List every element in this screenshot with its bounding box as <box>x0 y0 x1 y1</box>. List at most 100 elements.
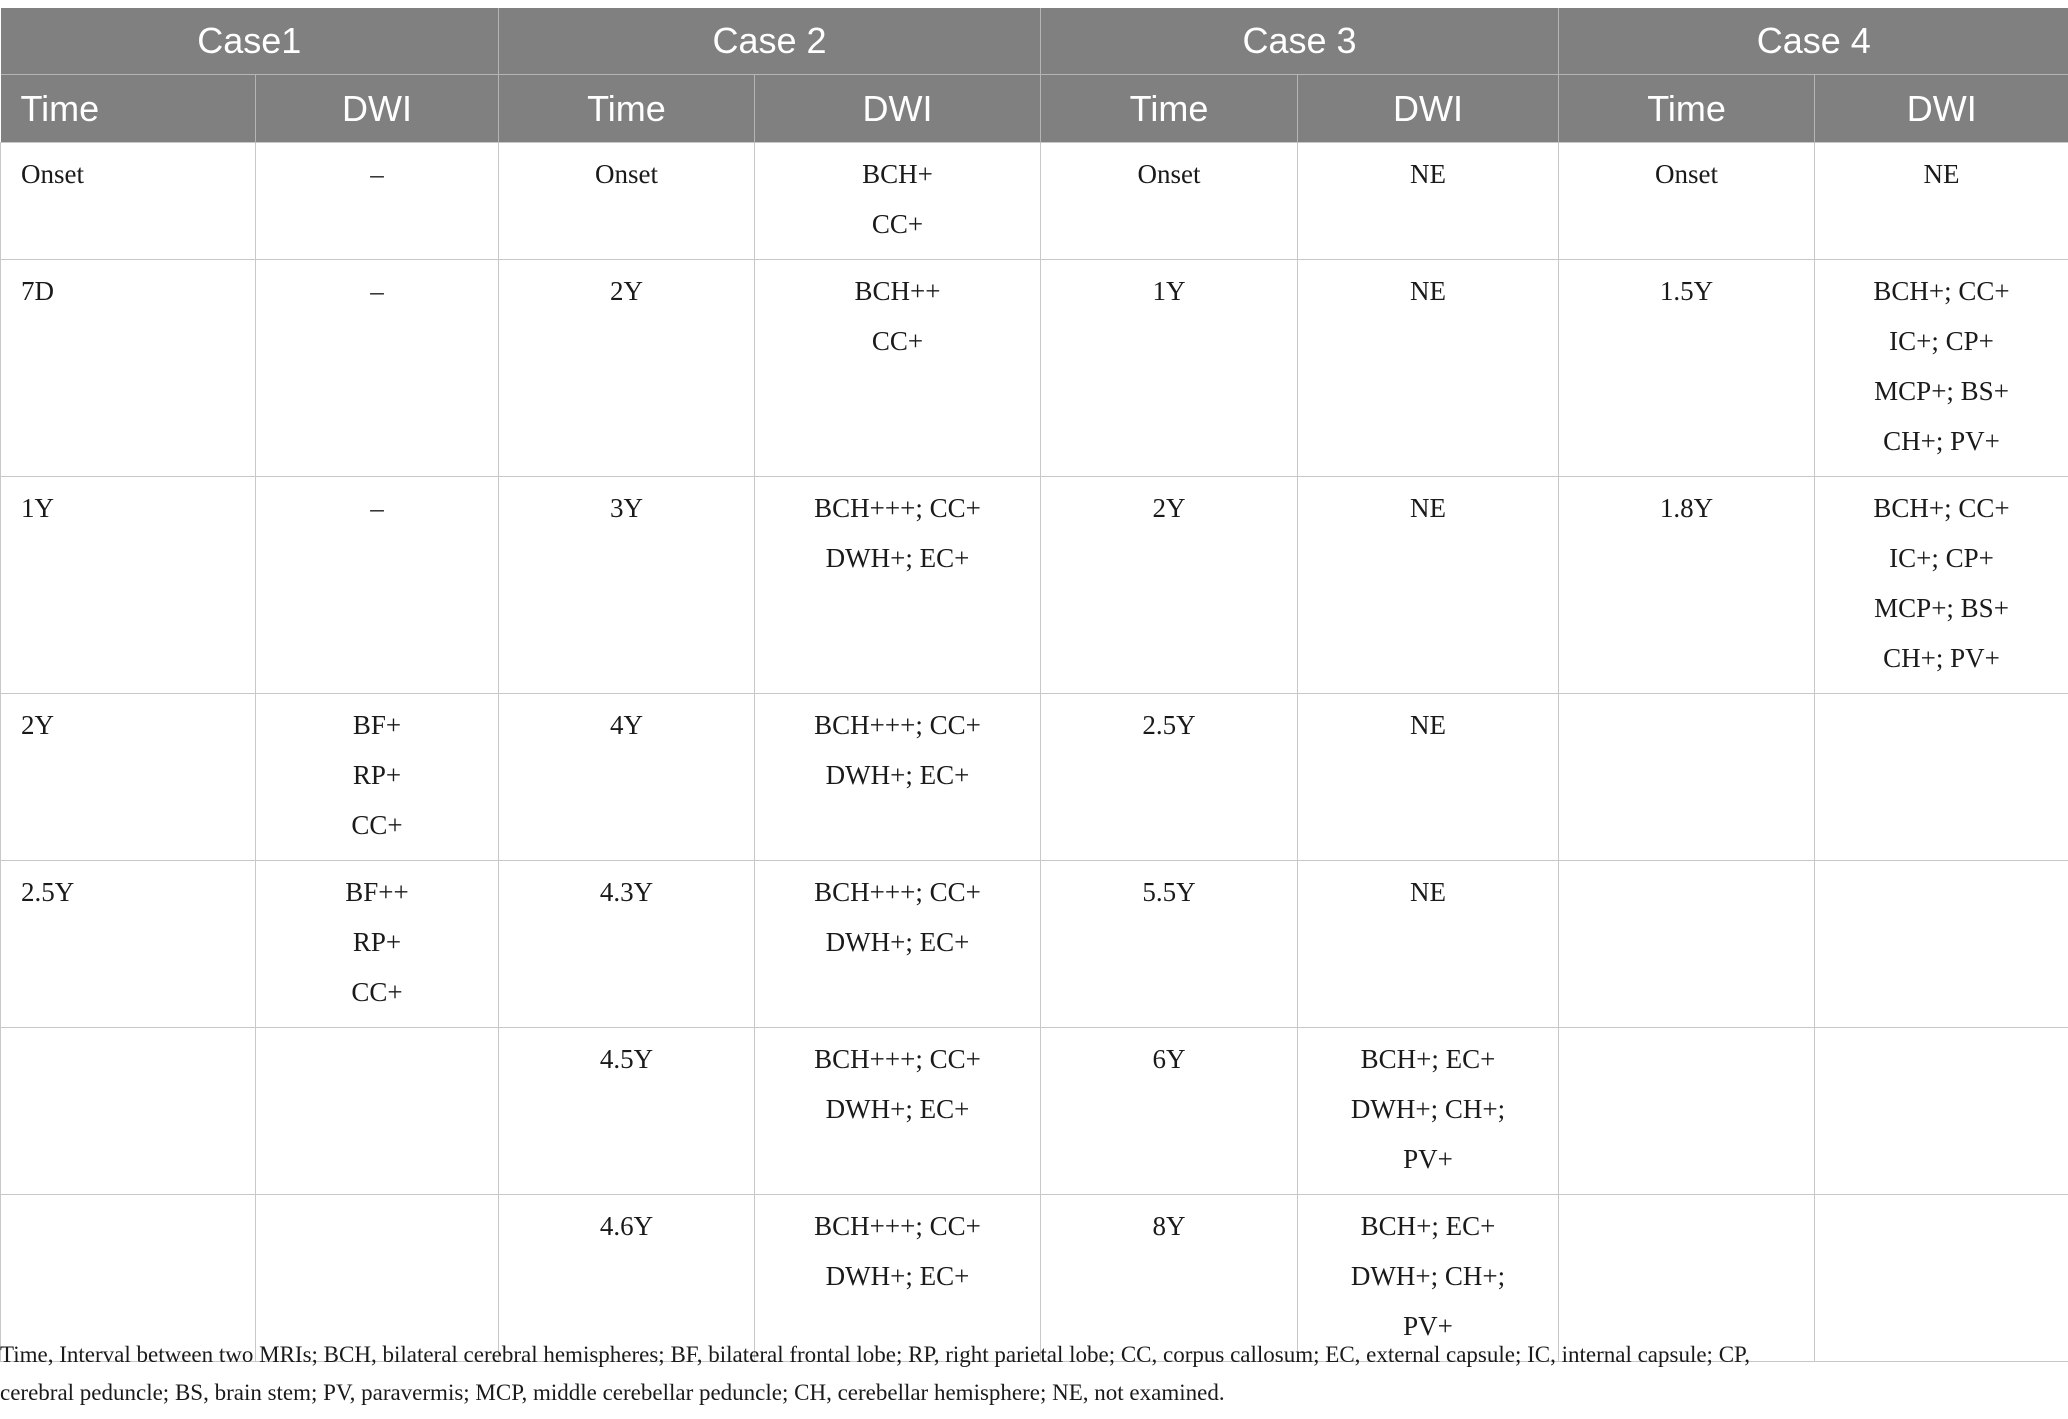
case-2-time-cell: 2Y <box>498 259 755 477</box>
cell-text: BCH+++; CC+ <box>814 710 981 740</box>
cell-text: Onset <box>1655 159 1719 189</box>
table-row: 7D – 2Y BCH++ CC+ 1Y NE 1.5Y BCH+; CC+ IC+; CP+ MC… <box>0 259 2068 477</box>
cell-text: BCH+; EC+ <box>1360 1044 1496 1074</box>
case-3-header: Case 3 <box>1040 8 1560 75</box>
case-3-dwi-cell: NE <box>1297 142 1560 260</box>
mri-dwi-table: Case1 Case 2 Case 3 Case 4 Time DWI Time… <box>0 8 2068 1362</box>
case-3-dwi-cell: NE <box>1297 693 1560 861</box>
cell-text: – <box>370 159 384 189</box>
case-4-dwi-cell: BCH+; CC+ IC+; CP+ MCP+; BS+ CH+; PV+ <box>1814 259 2068 477</box>
footnote-line: cerebral peduncle; BS, brain stem; PV, p… <box>0 1380 1225 1405</box>
cell-text: BCH+++; CC+ <box>814 877 981 907</box>
cell-text: BF++ <box>345 877 409 907</box>
cell-text: PV+ <box>1403 1311 1453 1341</box>
case-2-dwi-cell: BCH+++; CC+ DWH+; EC+ <box>753 693 1042 861</box>
case-4-dwi-cell <box>1814 693 2068 861</box>
cell-text: 4Y <box>610 710 643 740</box>
cell-text: MCP+; BS+ <box>1874 593 2009 623</box>
cell-text: DWH+; EC+ <box>825 927 970 957</box>
case-4-dwi-cell: NE <box>1814 142 2068 260</box>
case-2-dwi-cell: BCH+++; CC+ DWH+; EC+ <box>753 1194 1042 1362</box>
cell-text: Onset <box>1137 159 1201 189</box>
case-2-time-header: Time <box>498 74 755 143</box>
cell-text: MCP+; BS+ <box>1874 376 2009 406</box>
cell-text: CC+ <box>871 326 924 356</box>
case-3-dwi-cell: BCH+; EC+ DWH+; CH+; PV+ <box>1297 1027 1560 1195</box>
case-4-dwi-cell <box>1814 1194 2068 1362</box>
table-footnote: Time, Interval between two MRIs; BCH, bi… <box>0 1336 2050 1412</box>
case-4-time-cell <box>1558 1027 1816 1195</box>
case-1-dwi-cell <box>255 1194 499 1362</box>
cell-text: 6Y <box>1152 1044 1186 1074</box>
cell-text: DWH+; CH+; <box>1350 1094 1506 1124</box>
case-1-time-cell: 2.5Y <box>0 860 256 1028</box>
cell-text: 4.5Y <box>599 1044 654 1074</box>
case-1-dwi-header: DWI <box>255 74 499 143</box>
cell-text: NE <box>1410 710 1447 740</box>
case-2-time-cell: Onset <box>498 142 755 260</box>
cell-text: NE <box>1410 877 1447 907</box>
cell-text: RP+ <box>352 927 402 957</box>
cell-text: 2Y <box>610 276 643 306</box>
case-2-dwi-cell: BCH+++; CC+ DWH+; EC+ <box>753 1027 1042 1195</box>
cell-text: BCH+++; CC+ <box>814 493 981 523</box>
case-1-time-cell: 7D <box>0 259 256 477</box>
cell-text: 4.3Y <box>599 877 654 907</box>
case-3-dwi-cell: NE <box>1297 860 1560 1028</box>
footnote-line: Time, Interval between two MRIs; BCH, bi… <box>0 1342 1751 1367</box>
case-1-time-cell: 2Y <box>0 693 256 861</box>
cell-text: CH+; PV+ <box>1883 426 2000 456</box>
cell-text: BCH+++; CC+ <box>814 1211 981 1241</box>
table-row: 4.5Y BCH+++; CC+ DWH+; EC+ 6Y BCH+; EC+ DWH+;… <box>0 1027 2068 1195</box>
table-row: Onset – Onset BCH+ CC+ Onset NE Onset NE <box>0 142 2068 260</box>
case-4-dwi-cell: BCH+; CC+ IC+; CP+ MCP+; BS+ CH+; PV+ <box>1814 476 2068 694</box>
cell-text: DWH+; EC+ <box>825 1094 970 1124</box>
case-1-dwi-cell: – <box>255 476 499 694</box>
table-row: 2.5Y BF++ RP+ CC+ 4.3Y BCH+++; CC+ DWH+; EC+ 5.… <box>0 860 2068 1028</box>
cell-text: 2Y <box>21 710 54 740</box>
case-4-time-cell <box>1558 1194 1816 1362</box>
case-3-time-cell: Onset <box>1040 142 1299 260</box>
case-3-time-cell: 6Y <box>1040 1027 1299 1195</box>
cell-text: – <box>370 276 384 306</box>
case-4-time-cell <box>1558 693 1816 861</box>
table-body: Onset – Onset BCH+ CC+ Onset NE Onset NE 7D – 2Y BC… <box>0 142 2068 1362</box>
case-4-time-cell: Onset <box>1558 142 1816 260</box>
case-2-time-cell: 4.6Y <box>498 1194 755 1362</box>
case-4-time-cell: 1.8Y <box>1558 476 1816 694</box>
case-3-dwi-cell: NE <box>1297 476 1560 694</box>
case-3-time-cell: 5.5Y <box>1040 860 1299 1028</box>
case-4-dwi-cell <box>1814 860 2068 1028</box>
table-row: 4.6Y BCH+++; CC+ DWH+; EC+ 8Y BCH+; EC+ DWH+;… <box>0 1194 2068 1362</box>
case-1-time-header: Time <box>0 74 256 143</box>
cell-text: BF+ <box>352 710 402 740</box>
case-3-time-cell: 1Y <box>1040 259 1299 477</box>
cell-text: Onset <box>21 159 84 189</box>
case-3-time-header: Time <box>1040 74 1299 143</box>
case-4-time-cell: 1.5Y <box>1558 259 1816 477</box>
cell-text: RP+ <box>352 760 402 790</box>
case-3-dwi-cell: NE <box>1297 259 1560 477</box>
cell-text: PV+ <box>1403 1144 1453 1174</box>
case-3-dwi-header: DWI <box>1297 74 1560 143</box>
case-1-dwi-cell: – <box>255 259 499 477</box>
cell-text: CC+ <box>351 977 403 1007</box>
cell-text: 1.8Y <box>1659 493 1714 523</box>
cell-text: DWH+; EC+ <box>825 760 970 790</box>
case-4-dwi-header: DWI <box>1814 74 2068 143</box>
case-1-dwi-cell: BF++ RP+ CC+ <box>255 860 499 1028</box>
cell-text: – <box>370 493 384 523</box>
cell-text: 1.5Y <box>1659 276 1714 306</box>
case-1-dwi-cell: BF+ RP+ CC+ <box>255 693 499 861</box>
cell-text: CH+; PV+ <box>1883 643 2000 673</box>
column-header-row: Time DWI Time DWI Time DWI Time DWI <box>0 74 2068 143</box>
cell-text: DWH+; EC+ <box>825 1261 970 1291</box>
cell-text: 8Y <box>1152 1211 1186 1241</box>
cell-text: DWH+; CH+; <box>1350 1261 1506 1291</box>
cell-text: NE <box>1410 159 1447 189</box>
cell-text: 7D <box>21 276 54 306</box>
case-1-header: Case1 <box>0 8 499 75</box>
cell-text: BCH+++; CC+ <box>814 1044 981 1074</box>
case-4-time-header: Time <box>1558 74 1816 143</box>
cell-text: 1Y <box>1152 276 1186 306</box>
